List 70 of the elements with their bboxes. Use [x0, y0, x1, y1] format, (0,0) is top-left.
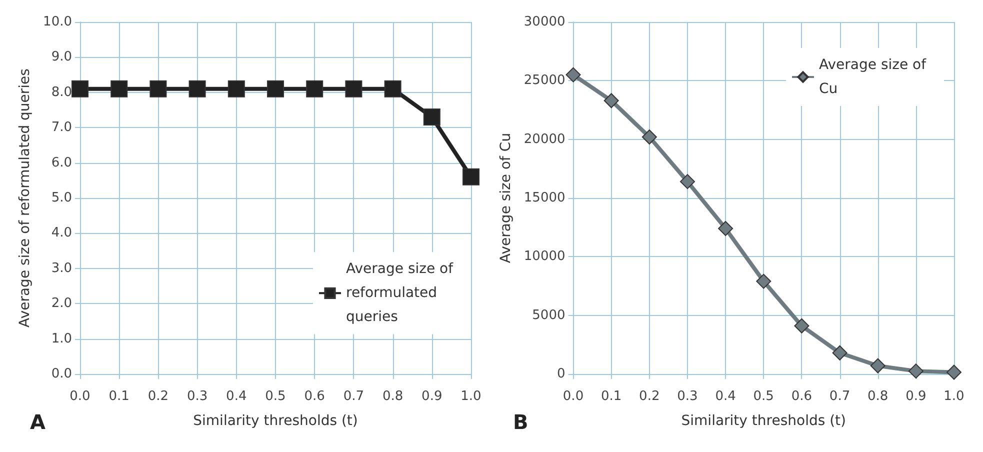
x-tick-label: 0.1	[108, 389, 130, 404]
y-tick-label: 7.0	[51, 120, 72, 136]
point	[946, 364, 962, 380]
x-tick-label: 0.3	[677, 389, 698, 404]
x-tick-label: 0.1	[600, 389, 622, 404]
point	[72, 80, 88, 98]
text: B	[513, 410, 528, 434]
point	[228, 80, 245, 98]
y-tick-label: 15000	[524, 190, 566, 206]
point	[604, 93, 619, 108]
x-tick-label: 0.7	[343, 389, 364, 404]
y-tick-label: 4.0	[51, 226, 72, 241]
point	[680, 174, 695, 190]
point	[306, 80, 324, 98]
point	[908, 364, 924, 379]
y-axis-title: Average size of Cu	[498, 132, 514, 264]
point	[384, 80, 402, 98]
point	[566, 67, 581, 82]
point	[188, 80, 206, 98]
x-tick-label: 1.0	[944, 389, 964, 404]
x-tick-label: 0.6	[791, 389, 812, 404]
x-tick-label: 0.2	[148, 389, 169, 404]
y-tick-label: 30000	[524, 14, 566, 30]
y-tick-label: 0	[556, 366, 566, 382]
x-tick-label: 0.8	[382, 389, 404, 404]
y-tick-label: 6.0	[51, 155, 72, 170]
point	[345, 80, 362, 98]
legend-label: Average size of Cu	[819, 57, 930, 97]
x-tick-label: 0.0	[562, 389, 584, 404]
point	[756, 274, 772, 289]
point	[642, 129, 657, 144]
y-tick-label: 1.0	[51, 331, 72, 346]
x-tick-label: 0.8	[868, 389, 888, 404]
y-tick-label: 8.0	[51, 84, 72, 100]
y-tick-label: 25000	[524, 73, 566, 88]
y-tick-label: 2.0	[51, 296, 72, 312]
y-tick-label: 10000	[524, 249, 566, 264]
x-tick-label: 0.3	[186, 389, 208, 404]
y-tick-label: 3.0	[51, 260, 72, 276]
y-tick-label: 9.0	[51, 50, 72, 65]
y-axis-title: Average size of reformulated queries	[17, 68, 34, 328]
x-tick-label: 1.0	[460, 389, 482, 404]
point	[870, 358, 886, 374]
x-axis-title: Similarity thresholds (t)	[681, 413, 846, 429]
text: A	[30, 410, 46, 434]
point	[110, 80, 128, 98]
point	[462, 168, 480, 186]
x-tick-label: 0.5	[753, 389, 774, 404]
point	[832, 345, 848, 360]
x-tick-label: 0.4	[715, 389, 736, 404]
x-tick-label: 0.7	[829, 389, 850, 404]
x-tick-label: 0.2	[639, 389, 660, 404]
legend-label: Average size of reformulated queries	[346, 261, 458, 326]
point	[423, 108, 440, 126]
y-tick-label: 5.0	[51, 190, 72, 206]
x-tick-label: 0.9	[906, 389, 926, 404]
y-tick-label: 0.0	[51, 366, 72, 382]
y-tick-label: 5000	[532, 308, 566, 323]
point	[718, 221, 734, 236]
point	[267, 80, 284, 98]
x-tick-label: 0.5	[265, 389, 286, 404]
x-axis-title: Similarity thresholds (t)	[193, 413, 358, 429]
y-tick-label: 10.0	[43, 14, 72, 30]
x-tick-label: 0.9	[422, 389, 442, 404]
point	[794, 318, 810, 334]
x-tick-label: 0.0	[70, 389, 90, 404]
y-tick-label: 20000	[524, 132, 566, 147]
x-tick-label: 0.4	[226, 389, 247, 404]
x-tick-label: 0.6	[304, 389, 325, 404]
point	[150, 80, 167, 98]
